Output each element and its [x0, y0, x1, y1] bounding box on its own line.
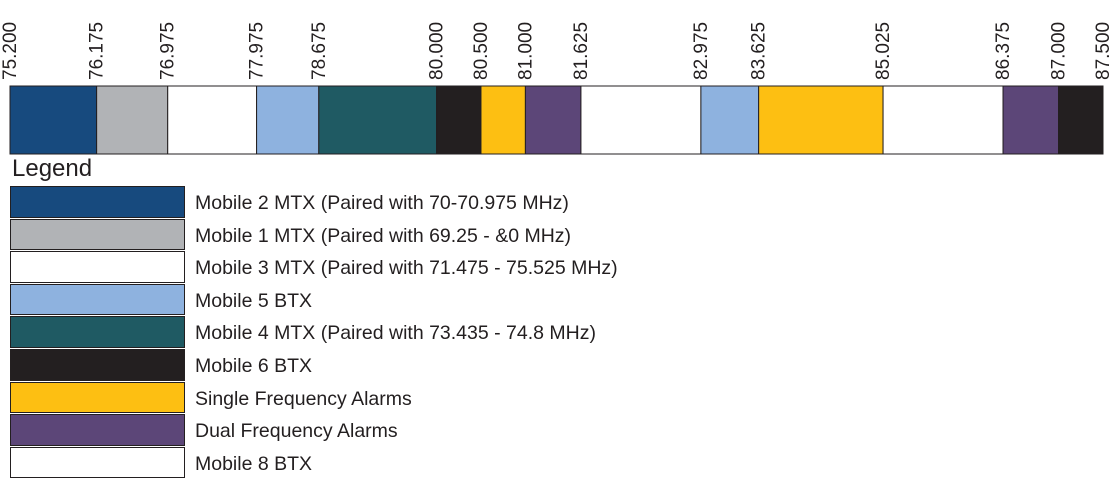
legend-title: Legend	[12, 155, 93, 182]
legend-swatch	[10, 446, 185, 479]
legend-label: Mobile 4 MTX (Paired with 73.435 - 74.8 …	[195, 322, 596, 345]
tick-label: 81.000	[515, 22, 536, 80]
legend-swatch	[10, 218, 185, 251]
legend-label: Mobile 8 BTX	[195, 452, 313, 475]
tick-label: 87.500	[1093, 22, 1113, 80]
legend-swatch	[10, 251, 185, 283]
band-segment	[480, 85, 526, 155]
band-segment	[256, 85, 320, 155]
legend-swatch	[10, 283, 185, 316]
legend-swatch	[10, 348, 185, 381]
tick-label: 77.975	[247, 22, 268, 80]
legend-swatch	[10, 381, 185, 414]
tick-label: 76.175	[87, 22, 108, 80]
tick-label: 85.025	[873, 22, 894, 80]
legend-swatch	[10, 316, 185, 348]
tick-label: 78.675	[309, 22, 330, 80]
tick-label: 83.625	[749, 22, 770, 80]
band-segment	[96, 85, 169, 155]
tick-label: 86.375	[993, 22, 1014, 80]
legend-label: Dual Frequency Alarms	[195, 420, 398, 443]
legend-label: Mobile 2 MTX (Paired with 70-70.975 MHz)	[195, 192, 569, 214]
tick-label: 81.625	[571, 22, 592, 80]
legend-label: Mobile 1 MTX (Paired with 69.25 - &0 MHz…	[195, 224, 572, 247]
frequency-tick-labels: 75.200 76.175 76.975 77.975 78.675 80.000 80.5…	[0, 22, 1113, 80]
band-segment	[436, 85, 482, 155]
frequency-band-chart: 75.200 76.175 76.975 77.975 78.675 80.000 80.5…	[0, 22, 1113, 155]
band-segment	[318, 85, 438, 155]
tick-label: 87.000	[1049, 22, 1070, 80]
band-segment	[758, 85, 884, 155]
legend-label: Mobile 6 BTX	[195, 354, 313, 377]
band-segment	[524, 85, 582, 155]
tick-label: 75.200	[0, 22, 21, 80]
tick-label: 76.975	[158, 22, 179, 80]
legend-label: Mobile 3 MTX (Paired with 71.475 - 75.52…	[195, 257, 618, 280]
band-segment	[882, 85, 1004, 155]
tick-label: 82.975	[691, 22, 712, 80]
band-segment	[1002, 85, 1060, 155]
legend-swatch	[10, 186, 185, 218]
band-segment	[1058, 85, 1104, 155]
band-segment	[580, 85, 702, 155]
legend-label: Mobile 5 BTX	[195, 289, 313, 312]
legend-label: Single Frequency Alarms	[195, 387, 412, 410]
band-segment	[700, 85, 760, 155]
band-segment	[9, 85, 98, 155]
tick-label: 80.000	[427, 22, 448, 80]
band-segments	[9, 85, 1104, 155]
tick-label: 80.500	[471, 22, 492, 80]
legend-swatch	[10, 414, 185, 446]
band-segment	[167, 85, 258, 155]
